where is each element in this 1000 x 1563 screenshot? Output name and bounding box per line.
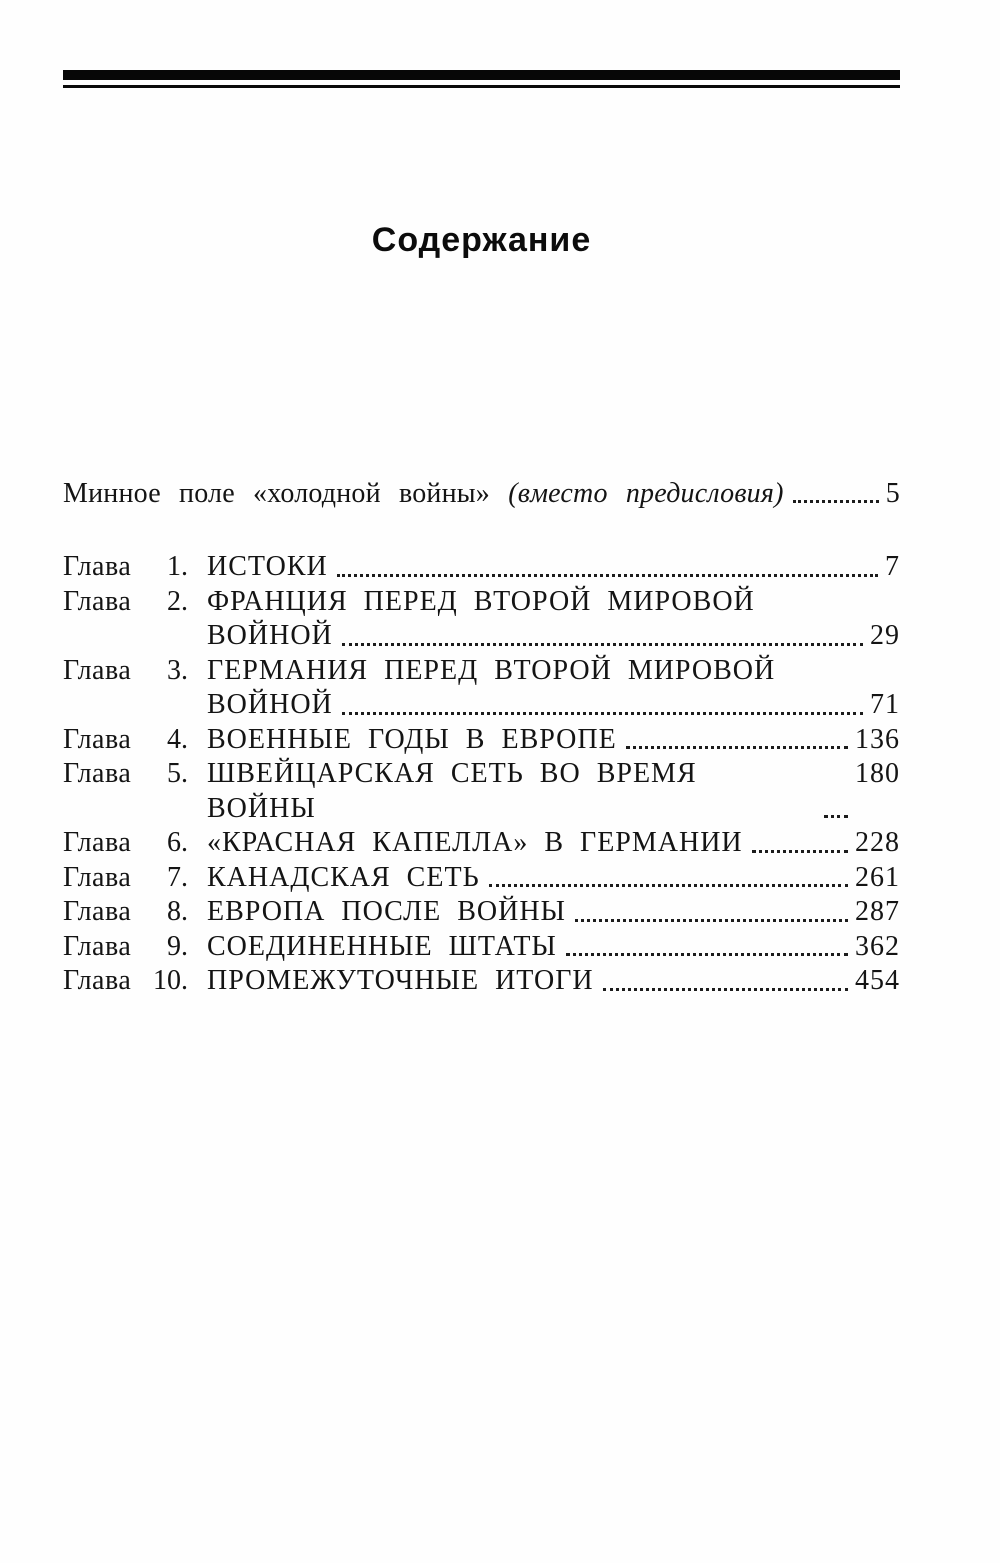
chapter-entry-line: ВОЕННЫЕ ГОДЫ В ЕВРОПЕ 136 [207, 723, 900, 758]
chapter-entry-line: «КРАСНАЯ КАПЕЛЛА» В ГЕРМАНИИ 228 [207, 826, 900, 861]
dot-leader [341, 711, 863, 715]
preface-page-number: 5 [885, 477, 900, 509]
preface-text: Минное поле «холодной войны» (вместо пре… [63, 477, 784, 512]
dot-leader [574, 918, 848, 922]
chapter-page-number: 228 [855, 827, 900, 859]
dot-leader [751, 849, 848, 853]
header-rule-thin [63, 85, 900, 88]
toc-list: Глава 1. ИСТОКИ 7 Глава 2. ФРАНЦИЯ ПЕРЕД… [63, 550, 900, 999]
chapter-body: ФРАНЦИЯ ПЕРЕД ВТОРОЙ МИРОВОЙ ВОЙНОЙ 29 [207, 585, 900, 654]
preface-entry: Минное поле «холодной войны» (вместо пре… [63, 477, 900, 512]
dot-leader [602, 987, 848, 991]
toc-entry: Глава 1. ИСТОКИ 7 [63, 550, 900, 585]
chapter-entry-line: ПРОМЕЖУТОЧНЫЕ ИТОГИ 454 [207, 964, 900, 999]
dot-leader [488, 884, 848, 888]
chapter-number: 1. [167, 551, 188, 583]
chapter-entry-line: ШВЕЙЦАРСКАЯ СЕТЬ ВО ВРЕМЯ ВОЙНЫ 180 [207, 757, 900, 826]
chapter-word: Глава [63, 896, 132, 928]
chapter-page-number: 180 [855, 758, 900, 790]
chapter-page-number: 71 [870, 689, 900, 721]
chapter-word: Глава [63, 861, 132, 893]
chapter-entry-line: КАНАДСКАЯ СЕТЬ 261 [207, 861, 900, 896]
chapter-page-number: 136 [855, 723, 900, 755]
chapter-number: 10. [153, 965, 188, 997]
chapter-number: 2. [167, 585, 188, 617]
chapter-title: ВОЙНОЙ [207, 620, 333, 652]
chapter-entry-line: СОЕДИНЕННЫЕ ШТАТЫ 362 [207, 930, 900, 965]
chapter-body: «КРАСНАЯ КАПЕЛЛА» В ГЕРМАНИИ 228 [207, 826, 900, 861]
chapter-word: Глава [63, 654, 132, 686]
dot-leader [792, 500, 879, 504]
toc-entry: Глава 5. ШВЕЙЦАРСКАЯ СЕТЬ ВО ВРЕМЯ ВОЙНЫ… [63, 757, 900, 826]
toc-entry: Глава 2. ФРАНЦИЯ ПЕРЕД ВТОРОЙ МИРОВОЙ ВО… [63, 585, 900, 654]
header-rule-thick [63, 70, 900, 80]
chapter-title: ВОЕННЫЕ ГОДЫ В ЕВРОПЕ [207, 723, 617, 755]
chapter-number: 8. [167, 896, 188, 928]
toc-entry: Глава 6. «КРАСНАЯ КАПЕЛЛА» В ГЕРМАНИИ 22… [63, 826, 900, 861]
chapter-body: ВОЕННЫЕ ГОДЫ В ЕВРОПЕ 136 [207, 723, 900, 758]
chapter-number: 6. [167, 827, 188, 859]
dot-leader [625, 746, 848, 750]
chapter-page-number: 7 [885, 551, 900, 583]
chapter-number: 4. [167, 723, 188, 755]
chapter-body: ГЕРМАНИЯ ПЕРЕД ВТОРОЙ МИРОВОЙ ВОЙНОЙ 71 [207, 654, 900, 723]
chapter-word: Глава [63, 930, 132, 962]
chapter-page-number: 287 [855, 896, 900, 928]
chapter-word: Глава [63, 758, 132, 790]
preface-text-main: Минное поле «холодной войны» [63, 477, 490, 509]
chapter-entry-line: ВОЙНОЙ 71 [207, 688, 900, 723]
chapter-entry-line: ЕВРОПА ПОСЛЕ ВОЙНЫ 287 [207, 895, 900, 930]
chapter-entry-line: ВОЙНОЙ 29 [207, 619, 900, 654]
chapter-title: ВОЙНОЙ [207, 689, 333, 721]
toc-entry: Глава 10. ПРОМЕЖУТОЧНЫЕ ИТОГИ 454 [63, 964, 900, 999]
chapter-page-number: 261 [855, 861, 900, 893]
chapter-number: 5. [167, 758, 188, 790]
chapter-title: КАНАДСКАЯ СЕТЬ [207, 861, 480, 893]
chapter-word: Глава [63, 723, 132, 755]
toc-entry: Глава 7. КАНАДСКАЯ СЕТЬ 261 [63, 861, 900, 896]
toc-entry: Глава 4. ВОЕННЫЕ ГОДЫ В ЕВРОПЕ 136 [63, 723, 900, 758]
chapter-body: СОЕДИНЕННЫЕ ШТАТЫ 362 [207, 930, 900, 965]
chapter-title: СОЕДИНЕННЫЕ ШТАТЫ [207, 930, 557, 962]
chapter-title-wrap-line: ФРАНЦИЯ ПЕРЕД ВТОРОЙ МИРОВОЙ [207, 585, 755, 617]
chapter-title: ПРОМЕЖУТОЧНЫЕ ИТОГИ [207, 965, 594, 997]
chapter-page-number: 454 [855, 965, 900, 997]
chapter-word: Глава [63, 965, 132, 997]
chapter-number: 9. [167, 930, 188, 962]
dot-leader [565, 953, 848, 957]
chapter-number: 7. [167, 861, 188, 893]
chapter-body: ПРОМЕЖУТОЧНЫЕ ИТОГИ 454 [207, 964, 900, 999]
dot-leader [824, 815, 848, 819]
page-title: Содержание [371, 221, 592, 259]
dot-leader [341, 642, 863, 646]
chapter-entry-line: ИСТОКИ 7 [207, 550, 900, 585]
chapter-title: «КРАСНАЯ КАПЕЛЛА» В ГЕРМАНИИ [207, 827, 743, 859]
toc-entry: Глава 8. ЕВРОПА ПОСЛЕ ВОЙНЫ 287 [63, 895, 900, 930]
chapter-body: ИСТОКИ 7 [207, 550, 900, 585]
chapter-title: ИСТОКИ [207, 551, 328, 583]
chapter-word: Глава [63, 827, 132, 859]
toc-entry: Глава 9. СОЕДИНЕННЫЕ ШТАТЫ 362 [63, 930, 900, 965]
chapter-body: ШВЕЙЦАРСКАЯ СЕТЬ ВО ВРЕМЯ ВОЙНЫ 180 [207, 757, 900, 826]
chapter-title: ШВЕЙЦАРСКАЯ СЕТЬ ВО ВРЕМЯ ВОЙНЫ [207, 758, 697, 824]
dot-leader [336, 573, 878, 577]
chapter-title-wrap-line: ГЕРМАНИЯ ПЕРЕД ВТОРОЙ МИРОВОЙ [207, 654, 776, 686]
preface-note: (вместо предисловия) [508, 477, 784, 509]
chapter-page-number: 362 [855, 930, 900, 962]
chapter-word: Глава [63, 585, 132, 617]
chapter-body: ЕВРОПА ПОСЛЕ ВОЙНЫ 287 [207, 895, 900, 930]
chapter-word: Глава [63, 551, 132, 583]
chapter-body: КАНАДСКАЯ СЕТЬ 261 [207, 861, 900, 896]
toc-entry: Глава 3. ГЕРМАНИЯ ПЕРЕД ВТОРОЙ МИРОВОЙ В… [63, 654, 900, 723]
chapter-title: ЕВРОПА ПОСЛЕ ВОЙНЫ [207, 896, 566, 928]
chapter-number: 3. [167, 654, 188, 686]
chapter-page-number: 29 [870, 620, 900, 652]
